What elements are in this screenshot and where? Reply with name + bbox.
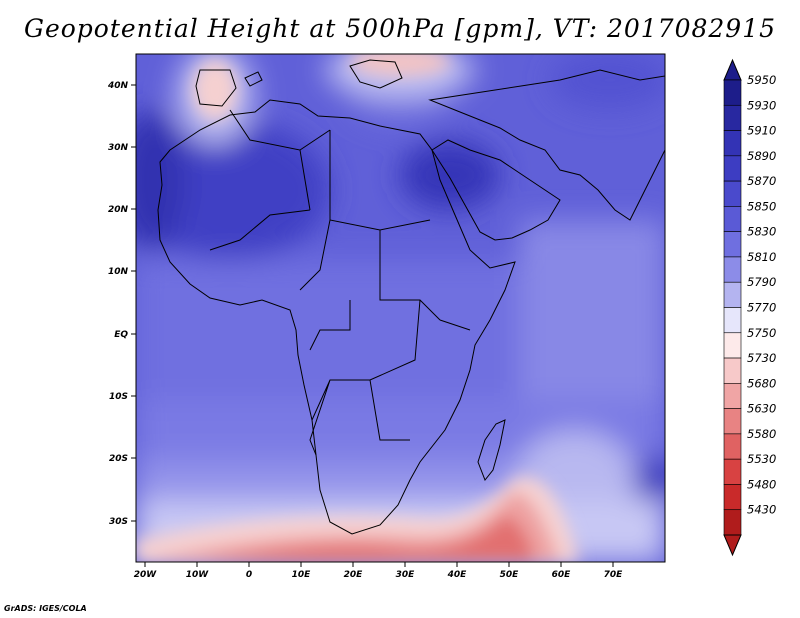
colorbar-swatch [723,180,742,207]
colorbar-swatch [723,383,742,409]
lon-tick-label: 30E [396,570,416,580]
height-field [136,54,665,562]
colorbar-swatch [723,79,742,106]
lon-tick-label: 40E [447,570,468,580]
lon-tick-label: 70E [604,570,624,580]
lat-tick-label: 10S [109,392,128,402]
colorbar-swatch [723,206,742,232]
colorbar-swatch [723,484,742,511]
lat-tick-label: 20N [108,205,129,215]
colorbar-label: 5530 [747,452,776,466]
lon-tick-label: 20W [134,570,158,580]
map-frame [135,53,666,563]
lat-tick-label: 10N [108,267,129,277]
colorbar-label: 5430 [747,503,776,517]
lat-tick-label: 20S [109,454,128,464]
colorbar-max-arrow [723,58,742,81]
colorbar-swatch [723,433,742,460]
lon-tick-label: 10W [186,570,210,580]
colorbar-label: 5630 [747,402,776,416]
lat-tick-label: 30N [108,143,129,153]
colorbar-swatch [723,130,742,157]
colorbar-swatch [723,104,742,131]
colorbar-label: 5870 [747,174,776,188]
colorbar-swatch [723,231,742,258]
colorbar-label: 5730 [747,351,776,365]
colorbar-swatch [723,509,742,536]
lon-tick-label: 50E [500,570,520,580]
map-title: Geopotential Height at 500hPa [gpm], VT:… [23,14,777,43]
colorbar-label: 5680 [747,376,776,390]
colorbar-label: 5830 [747,225,776,239]
colorbar-label: 5790 [747,275,776,289]
lat-tick-label: 40N [107,81,129,91]
colorbar-label: 5930 [747,98,776,112]
colorbar-label: 5950 [747,73,776,87]
axis-ticks [131,84,614,567]
colorbar-swatch [723,408,742,435]
coastlines [157,59,665,535]
colorbar-swatch [723,332,742,359]
grads-credit: GrADS: IGES/COLA [4,604,87,613]
lon-tick-label: 60E [552,570,572,580]
colorbar-swatch [723,307,742,334]
colorbar-swatch [723,281,742,308]
lon-tick-label: 0 [246,570,252,580]
colorbar-swatch [723,155,742,182]
lat-tick-label: EQ [114,330,128,340]
colorbar-label: 5480 [747,477,776,491]
colorbar-min-arrow [723,534,742,557]
colorbar-label: 5810 [747,250,776,264]
colorbar-swatch [723,458,742,485]
lat-tick-labels: 40N 30N 20N 10N EQ 10S 20S 30S [107,81,129,527]
lon-tick-label: 20E [344,570,364,580]
colorbar-label: 5850 [747,199,776,213]
colorbar-label: 5580 [747,427,776,441]
lon-tick-labels: 20W 10W 0 10E 20E 30E 40E 50E 60E 70E [134,570,623,580]
colorbar-label: 5910 [747,124,776,138]
colorbar-label: 5770 [747,301,776,315]
colorbar-label: 5750 [747,326,776,340]
colorbar-swatch [723,357,742,384]
colorbar: 5950 5930 5910 5890 5870 5850 5830 5810 5790 5770… [723,58,776,557]
lon-tick-label: 10E [292,570,312,580]
colorbar-label: 5890 [747,149,776,163]
colorbar-swatch [723,256,742,283]
lat-tick-label: 30S [109,517,128,527]
